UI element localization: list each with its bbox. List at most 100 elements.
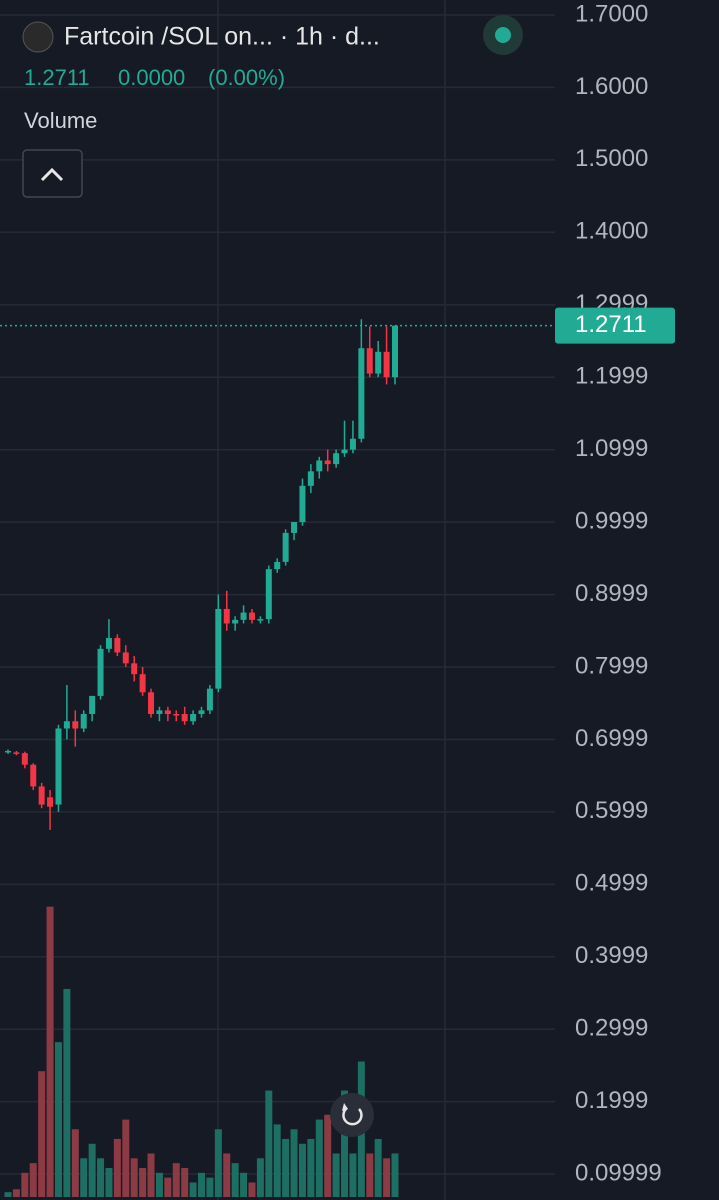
volume-bar — [265, 1090, 273, 1197]
y-tick-label: 0.7999 — [575, 652, 648, 679]
candle-body — [375, 351, 382, 374]
volume-bar — [80, 1158, 88, 1197]
indicator-label: Volume — [24, 108, 97, 133]
volume-bar — [181, 1167, 189, 1197]
volume-bar — [214, 1129, 222, 1197]
candle-body — [181, 714, 188, 722]
y-tick-label: 1.5000 — [575, 145, 648, 172]
volume-bar — [105, 1167, 113, 1197]
candle-body — [164, 710, 171, 715]
volume-bar — [332, 1153, 340, 1197]
candle-body — [299, 485, 306, 523]
candle-body — [89, 695, 96, 715]
collapse-button[interactable] — [22, 149, 83, 198]
volume-bar — [46, 906, 54, 1197]
volume-bar — [4, 1192, 12, 1197]
candle-body — [190, 714, 197, 722]
candle-body — [21, 753, 28, 765]
volume-bar — [315, 1119, 323, 1197]
candle-body — [13, 752, 20, 754]
volume-bar — [189, 1182, 197, 1197]
volume-bar — [122, 1119, 130, 1197]
candle-body — [47, 797, 54, 807]
chevron-icon — [40, 167, 64, 182]
y-tick-label: 1.7000 — [575, 0, 648, 27]
volume-bar — [172, 1163, 180, 1197]
y-tick-label: 0.6999 — [575, 725, 648, 752]
volume-bar — [21, 1172, 29, 1197]
candle-body — [198, 710, 205, 715]
volume-bar — [341, 1090, 349, 1197]
volume-bar — [113, 1138, 121, 1197]
volume-bar — [88, 1143, 96, 1197]
reset-button[interactable] — [330, 1093, 374, 1137]
volume-bar — [349, 1153, 357, 1197]
candle-body — [316, 460, 323, 472]
volume-bar — [97, 1158, 105, 1197]
volume-bar — [29, 1163, 37, 1197]
volume-bar — [248, 1182, 256, 1197]
volume-bar — [391, 1153, 399, 1197]
last-price-label: 1.2711 — [575, 311, 647, 338]
volume-bar — [290, 1129, 298, 1197]
y-tick-label: 1.4000 — [575, 218, 648, 245]
status-dot — [495, 27, 511, 43]
volume-bar — [282, 1138, 290, 1197]
volume-bar — [54, 1042, 62, 1197]
candle-body — [383, 351, 390, 378]
volume-bar — [231, 1163, 239, 1197]
volume-bar — [63, 988, 71, 1197]
candle-body — [63, 721, 70, 729]
volume-bar — [155, 1172, 163, 1197]
y-tick-label: 1.0999 — [575, 435, 648, 462]
candle-body — [148, 692, 155, 715]
header-change: 0.0000 — [118, 65, 185, 90]
volume-bar — [273, 1124, 281, 1197]
candle-body — [223, 608, 230, 624]
candle-body — [80, 714, 87, 729]
volume-bar — [206, 1177, 214, 1197]
y-tick-label: 0.8999 — [575, 580, 648, 607]
chart-title: Fartcoin /SOL on... · 1h · d... — [64, 23, 380, 51]
reset-icon — [342, 1107, 363, 1126]
volume-bar — [374, 1138, 382, 1197]
candle-body — [55, 728, 62, 805]
y-tick-label: 1.1999 — [575, 363, 648, 390]
candle-body — [366, 348, 373, 374]
candle-body — [232, 619, 239, 624]
volume-bar — [366, 1153, 374, 1197]
candle-body — [97, 648, 104, 696]
y-tick-label: 0.3999 — [575, 942, 648, 969]
y-tick-label: 0.2999 — [575, 1015, 648, 1042]
y-tick-label: 0.9999 — [575, 507, 648, 534]
candle-body — [248, 612, 255, 620]
y-tick-label: 0.5999 — [575, 797, 648, 824]
candle-body — [240, 612, 247, 620]
volume-bar — [12, 1189, 20, 1197]
candle-body — [307, 471, 314, 486]
volume-bar — [298, 1143, 306, 1197]
candle-body — [206, 688, 213, 711]
candle-body — [324, 460, 331, 465]
candle-body — [291, 522, 298, 533]
candle-body — [392, 325, 398, 378]
volume-bar — [383, 1158, 391, 1197]
candle-body — [215, 608, 222, 689]
candle-body — [282, 532, 289, 562]
candle-body — [173, 714, 180, 716]
volume-bar — [139, 1167, 147, 1197]
candle-body — [114, 637, 121, 653]
volume-bar — [256, 1158, 264, 1197]
candle-body — [156, 710, 163, 715]
candle-body — [349, 438, 356, 450]
candle-body — [38, 786, 45, 805]
header-price: 1.2711 — [24, 65, 90, 90]
y-tick-label: 0.1999 — [575, 1087, 648, 1114]
candle-body — [341, 449, 348, 454]
candle-body — [72, 721, 79, 729]
candle-body — [358, 348, 365, 439]
plot-area — [0, 14, 555, 1197]
y-tick-label: 0.4999 — [575, 870, 648, 897]
